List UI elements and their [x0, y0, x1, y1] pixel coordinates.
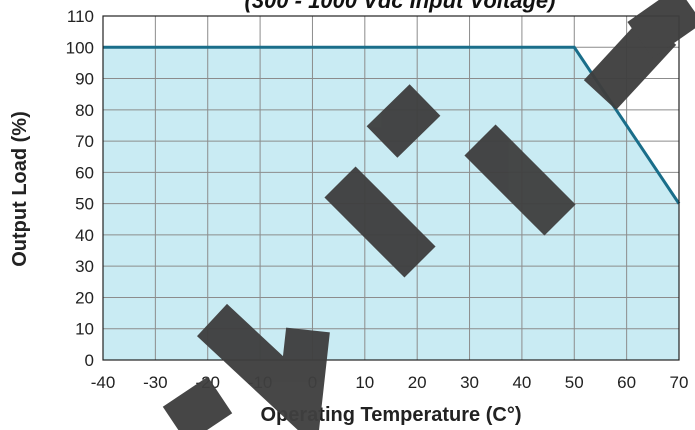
x-tick-label: -30 — [143, 373, 168, 392]
watermark — [162, 0, 695, 430]
chart-title: (300 - 1000 Vdc Input Voltage) — [245, 0, 556, 13]
y-tick-label: 90 — [75, 70, 94, 89]
watermark-stroke — [366, 84, 441, 158]
x-tick-label: 30 — [460, 373, 479, 392]
y-tick-label: 60 — [75, 163, 94, 182]
plot-frame — [102, 15, 680, 361]
y-tick-label: 30 — [75, 257, 94, 276]
y-tick-label: 40 — [75, 226, 94, 245]
x-tick-label: 60 — [617, 373, 636, 392]
y-tick-label: 100 — [66, 38, 94, 57]
y-tick-label: 70 — [75, 132, 94, 151]
x-axis-title: Operating Temperature (C°) — [261, 404, 522, 426]
x-tick-label: 40 — [512, 373, 531, 392]
y-tick-label: 10 — [75, 320, 94, 339]
y-axis-ticks: 0 10 20 30 40 50 60 70 80 90 100 110 — [66, 7, 94, 370]
watermark-stroke — [324, 166, 436, 278]
watermark-stroke — [464, 124, 576, 236]
x-tick-label: 10 — [355, 373, 374, 392]
y-tick-label: 50 — [75, 195, 94, 214]
series-line — [103, 45, 681, 205]
watermark-stroke — [197, 303, 330, 430]
y-tick-label: 80 — [75, 101, 94, 120]
x-tick-label: 70 — [670, 373, 689, 392]
x-axis-ticks: -40 -30 -20 -10 0 10 20 30 40 50 60 70 — [91, 373, 689, 392]
watermark-stroke — [162, 376, 233, 430]
y-tick-label: 0 — [85, 351, 94, 370]
y-tick-label: 110 — [67, 7, 94, 26]
x-tick-label: -40 — [91, 373, 116, 392]
x-tick-label: 50 — [565, 373, 584, 392]
x-tick-label: 20 — [408, 373, 427, 392]
y-tick-label: 20 — [75, 288, 94, 307]
y-axis-title: Output Load (%) — [9, 111, 31, 267]
watermark-stroke — [627, 0, 695, 59]
